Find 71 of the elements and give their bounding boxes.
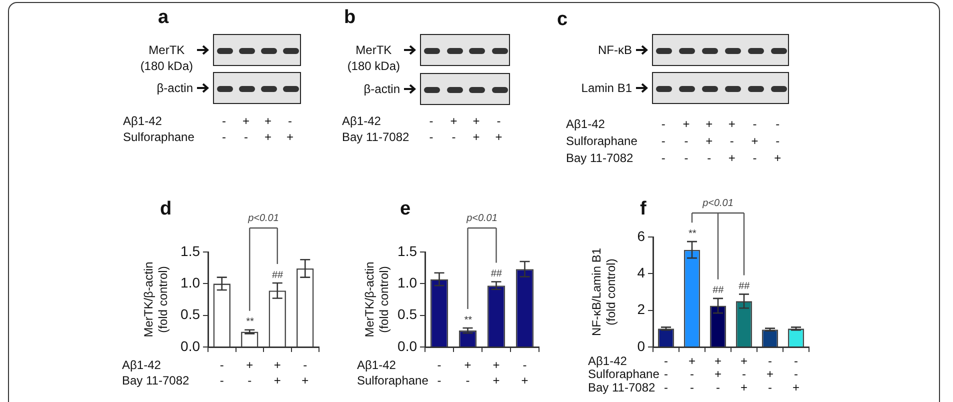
text: Lamin B1 [581,80,632,96]
text: Aβ1-42 Sulforaphane Bay 11-7082 [566,116,638,166]
x-tick-label: - + [521,358,528,388]
x-tick-label: - - - [664,354,668,394]
x-tick-label: + + [492,358,500,388]
y-axis-title: MerTK/β-actin (fold control) [362,262,391,338]
text: MerTK (180 kDa) [140,42,193,74]
x-axis-title: Aβ1-42 Sulforaphane [357,358,429,388]
text: c [557,8,568,32]
data-label: ** [246,316,255,328]
chart-title: e [400,198,411,220]
data-label: ** [464,314,473,326]
y-tick-label: 6 [637,228,646,244]
category-label: - + - [750,116,760,166]
x-tick-label: + + [274,358,281,388]
text: MerTK (180 kDa) [347,42,400,74]
chart-title: d [160,198,172,220]
text: p<0.01 [466,212,498,224]
chart-title: f [640,198,647,220]
category-label: + - + [727,116,736,166]
text: NF-κB [598,42,632,58]
x-axis-title: Aβ1-42 Bay 11-7082 [122,358,190,388]
category-label: + - [241,113,250,145]
y-tick-label: 0.5 [398,306,418,322]
y-axis-title: NF-κB/Lamin B1 (fold control) [590,248,618,336]
text: b [344,6,356,30]
text: β-actin [156,80,193,96]
data-label: ## [738,280,750,292]
text: Aβ1-42 Bay 11-7082 [342,113,410,145]
x-axis-title: Aβ1-42 Sulforaphane Bay 11-7082 [588,354,660,394]
category-label: + - - [682,116,691,166]
y-tick-label: 2 [637,301,646,318]
category-label: - - [221,113,227,145]
text: a [158,6,169,30]
x-tick-label: - + - [766,354,774,394]
text: p<0.01 [247,212,279,224]
data-label: ## [490,268,502,280]
y-tick-label: 1.0 [398,274,418,291]
x-tick-label: - + [302,358,309,388]
category-label: - - + [773,116,782,166]
x-tick-label: - - [437,358,442,388]
category-label: + + [472,113,481,145]
category-label: - - - [660,116,666,166]
y-tick-label: 0.5 [180,306,200,322]
text: Aβ1-42 Sulforaphane [123,113,194,145]
data-label: ## [272,270,284,281]
x-tick-label: + - [464,358,472,388]
category-label: - - [428,113,434,145]
category-label: - + [494,113,504,145]
y-tick-label: 1.0 [180,274,200,291]
x-tick-label: + + - [714,354,722,394]
y-tick-label: 0 [637,338,646,354]
y-tick-label: 0.0 [398,338,418,354]
x-tick-label: + - + [740,354,748,394]
x-tick-label: - - [220,358,224,388]
text: p<0.01 [702,198,734,209]
category-label: + + - [704,116,714,166]
category-label: - + [285,113,294,145]
y-tick-label: 1.5 [398,242,418,259]
category-label: + - [449,113,458,145]
x-tick-label: + - [246,358,254,388]
x-tick-label: - - + [792,354,800,394]
y-tick-label: 4 [637,264,646,281]
text: β-actin [364,81,400,97]
data-label: ## [712,285,724,296]
y-tick-label: 0.0 [180,338,200,354]
y-axis-title: MerTK/β-actin (fold control) [142,262,170,338]
category-label: + + [263,113,272,145]
x-tick-label: + - - [688,354,696,394]
data-label: ** [688,228,697,240]
y-tick-label: 1.5 [180,242,200,259]
